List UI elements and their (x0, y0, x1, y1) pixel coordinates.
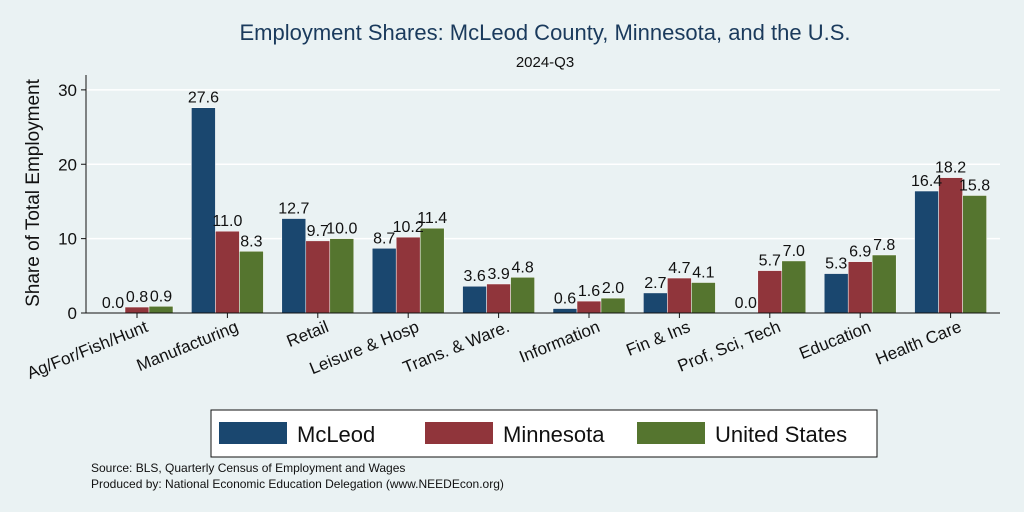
bar-united-states (781, 260, 807, 314)
produced-by-note: Produced by: National Economic Education… (91, 477, 504, 491)
bar-mcleod (371, 248, 397, 314)
legend-label: United States (715, 422, 847, 447)
bar-minnesota (938, 177, 963, 314)
data-label: 27.6 (188, 90, 219, 107)
y-axis-label: Share of Total Employment (23, 78, 44, 306)
y-tick-label: 30 (58, 81, 77, 100)
data-label: 0.6 (554, 291, 576, 308)
bar-united-states (871, 254, 897, 314)
x-tick-label: Manufacturing (134, 317, 241, 375)
legend-swatch (637, 422, 705, 444)
bar-united-states (329, 238, 355, 314)
chart-title: Employment Shares: McLeod County, Minnes… (239, 20, 850, 45)
bar-minnesota (124, 306, 150, 314)
bar-mcleod (191, 107, 216, 314)
bars (124, 107, 987, 314)
data-label: 3.6 (463, 268, 485, 285)
data-label: 7.8 (873, 237, 895, 254)
bar-minnesota (395, 236, 421, 314)
x-tick-label: Fin & Ins (624, 317, 693, 360)
bar-mcleod (914, 190, 939, 314)
legend-label: McLeod (297, 422, 375, 447)
data-label: 8.7 (373, 230, 395, 247)
bar-mcleod (823, 273, 849, 314)
data-label: 11.4 (417, 210, 447, 227)
data-label: 2.0 (602, 280, 624, 297)
bar-minnesota (305, 240, 331, 314)
data-label: 3.9 (487, 266, 509, 283)
data-label: 10.2 (393, 219, 424, 236)
bar-united-states (962, 195, 987, 314)
chart-subtitle: 2024-Q3 (516, 54, 574, 71)
data-label: 8.3 (240, 233, 262, 250)
y-axis-ticks: 0 10 20 30 (58, 75, 87, 323)
x-tick-label: Health Care (873, 317, 964, 369)
source-note: Source: BLS, Quarterly Census of Employm… (91, 461, 405, 475)
bar-minnesota (486, 283, 511, 314)
y-tick-label: 20 (58, 155, 77, 174)
x-tick-label: Information (517, 317, 603, 366)
data-label: 10.0 (326, 221, 357, 238)
x-tick-label: Retail (284, 317, 331, 351)
legend-label: Minnesota (503, 422, 605, 447)
data-label: 15.8 (959, 177, 990, 194)
bar-united-states (419, 227, 445, 314)
legend: McLeod Minnesota United States (210, 409, 878, 458)
data-label: 12.7 (278, 201, 309, 218)
data-label: 16.4 (911, 173, 942, 190)
data-label: 6.9 (849, 244, 871, 261)
bar-united-states (600, 297, 626, 314)
data-label: 2.7 (644, 275, 666, 292)
bar-minnesota (667, 277, 692, 314)
legend-swatch (219, 422, 287, 444)
bar-minnesota (757, 270, 783, 314)
data-label: 1.6 (578, 283, 600, 300)
bar-mcleod (552, 308, 578, 314)
data-label: 0.0 (102, 295, 124, 312)
bar-united-states (510, 277, 535, 314)
data-labels: 0.0 0.8 0.927.611.08.312.79.710.08.710.211… (102, 90, 990, 312)
data-label: 18.2 (935, 160, 966, 177)
bar-mcleod (462, 285, 487, 314)
bar-united-states (239, 251, 264, 314)
bar-mcleod (643, 292, 668, 314)
bar-united-states (148, 306, 174, 314)
data-label: 4.1 (692, 265, 714, 282)
bar-minnesota (215, 230, 240, 314)
y-tick-label: 10 (58, 230, 77, 249)
data-label: 0.0 (735, 295, 757, 312)
data-label: 4.8 (511, 259, 533, 276)
data-label: 0.9 (150, 288, 172, 305)
legend-swatch (425, 422, 493, 444)
y-tick-label: 0 (68, 304, 77, 323)
data-label: 9.7 (307, 223, 329, 240)
x-tick-label: Education (796, 317, 873, 363)
bar-minnesota (847, 261, 873, 314)
x-tick-label: Prof, Sci, Tech (675, 317, 783, 376)
bar-united-states (691, 282, 716, 314)
bar-minnesota (576, 300, 602, 314)
data-label: 4.7 (668, 260, 690, 277)
data-label: 5.7 (759, 253, 781, 270)
data-label: 11.0 (212, 213, 242, 230)
bar-mcleod (281, 218, 307, 314)
x-tick-label: Ag/For/Fish/Hunt (24, 317, 151, 383)
legend-box (210, 409, 878, 458)
data-label: 5.3 (825, 256, 847, 273)
data-label: 0.8 (126, 289, 148, 306)
data-label: 7.0 (783, 243, 805, 260)
